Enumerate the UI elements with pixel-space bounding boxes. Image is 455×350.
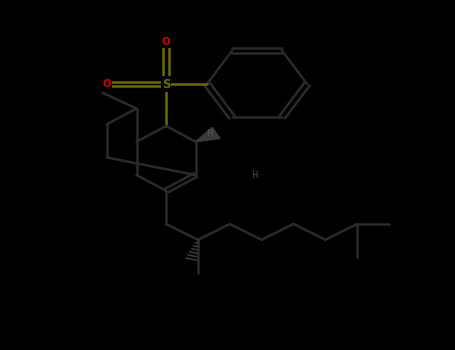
Text: S: S — [162, 77, 170, 91]
Text: H: H — [252, 170, 258, 180]
Text: O: O — [102, 79, 111, 89]
Text: H: H — [206, 128, 212, 138]
Text: O: O — [162, 37, 171, 47]
Polygon shape — [196, 127, 220, 142]
